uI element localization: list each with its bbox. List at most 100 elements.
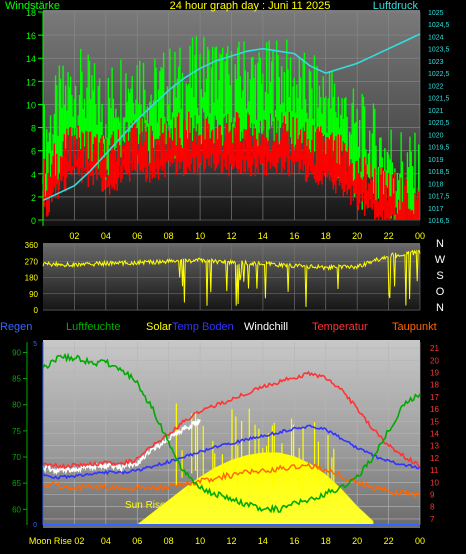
compass-label: S (436, 270, 443, 282)
wind-axis-label: Windstärke (5, 0, 60, 12)
wind-tick-label: 16 (26, 31, 36, 41)
wind-tick-label: 10 (26, 100, 36, 110)
pressure-tick-label: 1017,5 (428, 194, 450, 201)
x-tick-label: 16 (289, 536, 299, 546)
x-tick-label: 12 (226, 231, 236, 241)
solar-area (135, 452, 374, 526)
humidity-tick-label: 65 (12, 479, 21, 488)
pressure-tick-label: 1024 (428, 34, 444, 41)
sun-rise-label: Sun Rise (125, 500, 166, 511)
legend-label: Regen (0, 321, 32, 333)
pressure-tick-label: 1020,5 (428, 120, 450, 127)
x-tick-label: 06 (132, 536, 142, 546)
compass-label: N (436, 302, 444, 314)
wind-tick-label: 4 (31, 170, 36, 180)
humidity-tick-label: 80 (12, 401, 21, 410)
direction-tick-label: 90 (29, 290, 38, 299)
rain-tick-label: 5 (33, 341, 37, 348)
direction-tick-label: 180 (25, 274, 39, 283)
pressure-tick-label: 1022,5 (428, 71, 450, 78)
humidity-line (42, 352, 421, 514)
x-tick-label: 04 (101, 536, 111, 546)
humidity-tick-label: 60 (12, 505, 21, 514)
pressure-tick-label: 1019 (428, 157, 444, 164)
temperature-tick-label: 19 (430, 369, 439, 378)
x-tick-label: 18 (321, 536, 331, 546)
x-tick-label: 20 (352, 231, 362, 241)
x-tick-label: Moon Rise 02 (29, 536, 85, 546)
compass-label: O (436, 286, 445, 298)
x-tick-label: 08 (164, 536, 174, 546)
wind-tick-label: 8 (31, 124, 36, 134)
temperature-tick-label: 7 (430, 515, 435, 524)
humidity-tick-label: 85 (12, 375, 21, 384)
x-tick-label: 12 (226, 536, 236, 546)
humidity-tick-label: 75 (12, 427, 21, 436)
temperature-tick-label: 21 (430, 344, 439, 353)
pressure-tick-label: 1017 (428, 206, 444, 213)
direction-tick-label: 360 (25, 241, 39, 250)
temperature-tick-label: 20 (430, 356, 439, 365)
direction-tick-label: 0 (34, 306, 39, 315)
x-tick-label: 10 (195, 231, 205, 241)
pressure-line (42, 33, 421, 202)
wind-tick-label: 18 (26, 8, 36, 18)
pressure-tick-label: 1020 (428, 132, 444, 139)
humidity-tick-label: 70 (12, 453, 21, 462)
x-tick-label: 00 (415, 536, 425, 546)
temperature-tick-label: 17 (430, 393, 439, 402)
pressure-tick-label: 1019,5 (428, 145, 450, 152)
temperature-tick-label: 9 (430, 491, 435, 500)
x-tick-label: 02 (69, 231, 79, 241)
wind-tick-label: 6 (31, 147, 36, 157)
x-tick-label: 04 (101, 231, 111, 241)
pressure-tick-label: 1016,5 (428, 218, 450, 225)
x-tick-label: 22 (384, 231, 394, 241)
wind-tick-label: 12 (26, 77, 36, 87)
direction-tick-label: 270 (25, 257, 39, 266)
pressure-tick-label: 1024,5 (428, 22, 450, 29)
x-tick-label: 20 (352, 536, 362, 546)
temperature-line (42, 370, 421, 470)
legend-label: Windchill (244, 321, 288, 333)
x-tick-label: 10 (195, 536, 205, 546)
temperature-tick-label: 14 (430, 430, 439, 439)
rain-tick-label: 0 (33, 522, 37, 529)
temperature-tick-label: 12 (430, 454, 439, 463)
wind-tick-label: 14 (26, 54, 36, 64)
pressure-tick-label: 1018 (428, 181, 444, 188)
pressure-tick-label: 1021 (428, 108, 444, 115)
x-tick-label: 18 (321, 231, 331, 241)
pressure-axis-label: Luftdruck (373, 0, 419, 12)
legend-label: Taupunkt (392, 321, 437, 333)
soil-temperature-line (42, 424, 421, 480)
legend-label: Solar (146, 321, 172, 333)
legend-label: Temperatur (312, 321, 368, 333)
legend-label: Luftfeuchte (66, 321, 120, 333)
pressure-tick-label: 1025 (428, 10, 444, 17)
x-tick-label: 22 (384, 536, 394, 546)
pressure-tick-label: 1022 (428, 83, 444, 90)
pressure-tick-label: 1023,5 (428, 47, 450, 54)
x-tick-label: 14 (258, 231, 268, 241)
x-tick-label: 00 (415, 231, 425, 241)
humidity-tick-label: 90 (12, 348, 21, 357)
windchill-line (42, 418, 201, 476)
compass-label: N (436, 238, 444, 250)
temperature-tick-label: 11 (430, 466, 439, 475)
temperature-tick-label: 13 (430, 442, 439, 451)
dew-point-line (42, 462, 421, 499)
legend-label: Temp Boden (172, 321, 234, 333)
temperature-tick-label: 18 (430, 381, 439, 390)
compass-label: W (435, 254, 446, 266)
x-tick-label: 14 (258, 536, 268, 546)
wind-tick-label: 2 (31, 193, 36, 203)
wind-direction-line (42, 249, 421, 308)
temperature-tick-label: 15 (430, 417, 439, 426)
temperature-tick-label: 10 (430, 478, 439, 487)
temperature-tick-label: 16 (430, 405, 439, 414)
x-tick-label: 16 (289, 231, 299, 241)
pressure-tick-label: 1021,5 (428, 96, 450, 103)
x-tick-label: 08 (164, 231, 174, 241)
